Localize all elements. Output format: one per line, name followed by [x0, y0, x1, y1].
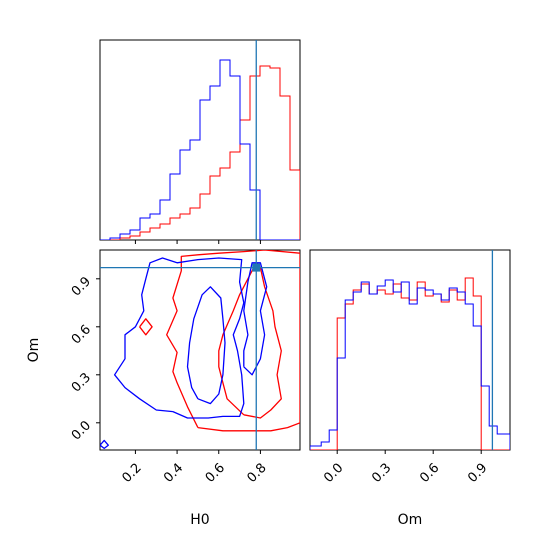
hist_H0-red-histogram-step — [100, 65, 300, 240]
scatter-h0-om-panel — [99, 249, 301, 451]
hist-om-xtick-label: 0.6 — [417, 461, 442, 486]
contour-blue-outer — [113, 257, 245, 419]
scatter-ytick-label: 0.6 — [69, 322, 94, 347]
hist-h0-frame — [99, 39, 301, 241]
hist_H0-blue-histogram-step — [100, 59, 300, 240]
scatter-xtick-label: 0.4 — [161, 461, 186, 486]
contour-red-outer — [166, 250, 300, 432]
contour-blue-inner — [186, 286, 226, 405]
x-axis-label-h0: H0 — [190, 512, 209, 528]
contour-blue-outer — [243, 262, 268, 376]
scatter-xtick-label: 0.6 — [203, 461, 228, 486]
scatter-frame — [99, 249, 301, 451]
contour-red-outer — [139, 318, 153, 336]
truth-lines — [100, 40, 494, 450]
contour-red-inner — [218, 262, 282, 419]
hist_Om-marks — [310, 277, 510, 450]
scatter-ytick-label: 0.9 — [69, 274, 94, 299]
marks-layer — [100, 59, 510, 450]
contour-blue-outer — [100, 439, 109, 450]
hist-h0-panel — [99, 39, 301, 241]
hist-om-xtick-label: 0.0 — [321, 461, 346, 486]
hist-om-frame — [309, 249, 511, 451]
y-axis-label-om: Om — [26, 338, 42, 363]
scatter-xtick-label: 0.8 — [244, 461, 269, 486]
hist-om-xtick-label: 0.9 — [465, 461, 490, 486]
scatter_H0_Om-marks — [100, 250, 300, 450]
scatter-xtick-label: 0.2 — [119, 461, 144, 486]
scatter-ytick-label: 0.0 — [69, 418, 94, 443]
truth-marker — [252, 263, 261, 272]
scatter-ytick-label: 0.3 — [69, 370, 94, 395]
hist-om-xtick-label: 0.3 — [369, 461, 394, 486]
hist-om-panel — [309, 249, 511, 451]
hist_H0-marks — [100, 59, 300, 240]
hist_Om-blue-histogram-step — [310, 279, 510, 450]
x-axis-label-om: Om — [398, 512, 423, 528]
